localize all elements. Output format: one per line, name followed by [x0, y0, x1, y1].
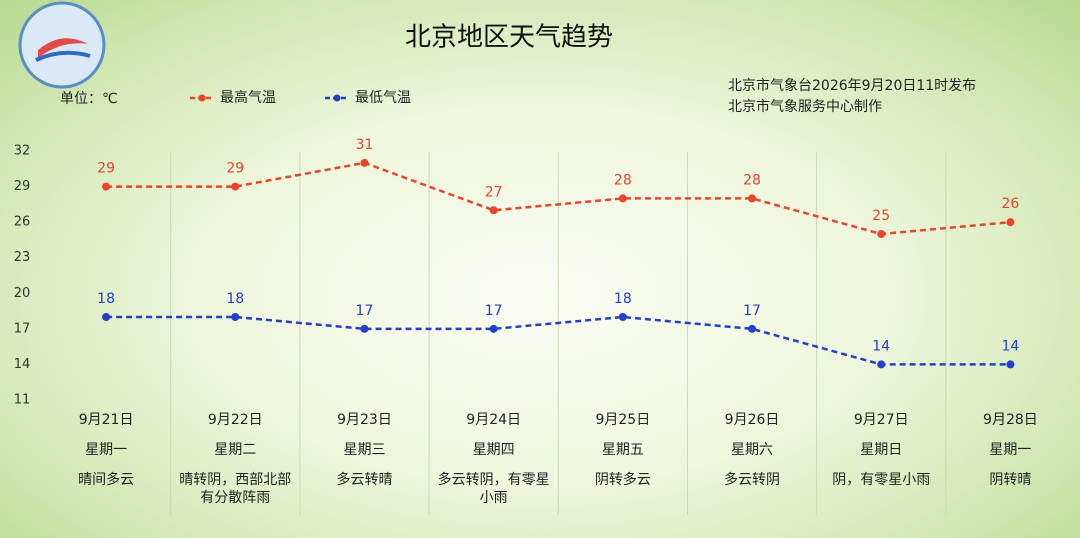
- data-point: [489, 324, 498, 333]
- weather: 阴转晴: [989, 472, 1032, 488]
- data-label: 28: [743, 172, 761, 188]
- data-label: 28: [614, 172, 632, 188]
- x-tick-label: 9月22日: [207, 412, 263, 428]
- y-tick-label: 23: [14, 250, 31, 265]
- data-point: [618, 313, 627, 321]
- note: 北京市气象服务中心制作: [728, 98, 882, 115]
- y-tick-label: 11: [14, 393, 31, 408]
- data-point: [1006, 218, 1015, 227]
- data-label: 31: [356, 137, 374, 153]
- data-label: 29: [97, 161, 115, 177]
- y-tick-label: 20: [14, 286, 31, 301]
- weather: 阴转多云: [594, 472, 651, 488]
- data-point: [102, 182, 111, 191]
- data-point: [1006, 360, 1015, 369]
- weekday: 星期四: [472, 442, 515, 458]
- data-point: [360, 158, 369, 167]
- logo-shape: [35, 50, 91, 62]
- data-point: [877, 230, 886, 238]
- weekday: 星期一: [989, 442, 1032, 458]
- data-label: 29: [226, 161, 244, 177]
- x-tick-label: 9月23日: [337, 412, 392, 428]
- data-point: [360, 324, 369, 333]
- data-label: 18: [226, 291, 244, 307]
- legend-label: 最低气温: [355, 90, 411, 106]
- x-tick-label: 9月27日: [853, 412, 909, 428]
- data-label: 17: [485, 303, 503, 319]
- weekday: 星期五: [601, 442, 644, 458]
- x-tick-label: 9月28日: [983, 412, 1038, 428]
- legend-marker: [198, 94, 206, 102]
- data-label: 26: [1001, 196, 1019, 212]
- series-line: [106, 315, 1011, 366]
- legend-label: 最高气温: [220, 89, 276, 106]
- weather: 多云转阴，有零星小雨: [437, 472, 550, 506]
- y-tick-label: 14: [14, 357, 31, 372]
- data-point: [748, 324, 757, 333]
- data-point: [231, 182, 240, 191]
- data-point: [489, 206, 498, 215]
- data-label: 14: [872, 338, 890, 354]
- x-tick-label: 9月21日: [78, 412, 134, 428]
- data-point: [102, 313, 111, 321]
- weather: 晴间多云: [78, 472, 135, 488]
- data-label: 25: [872, 208, 890, 224]
- weather: 多云转阴: [724, 472, 781, 488]
- data-point: [748, 194, 757, 203]
- weather: 多云转晴: [336, 472, 393, 488]
- note: 北京市气象台2026年9月20日11时发布: [728, 77, 976, 94]
- data-label: 17: [743, 303, 761, 319]
- data-point: [231, 313, 240, 321]
- data-label: 18: [614, 291, 632, 307]
- weekday: 星期一: [85, 442, 128, 458]
- weather: 阴，有零星小雨: [832, 472, 931, 488]
- unit-label: 单位：℃: [60, 91, 118, 107]
- data-label: 17: [356, 303, 374, 319]
- y-tick-label: 29: [14, 179, 31, 194]
- data-point: [877, 360, 886, 369]
- weekday: 星期日: [860, 442, 903, 458]
- weekday: 星期二: [214, 442, 257, 458]
- weekday: 星期三: [343, 442, 386, 458]
- x-tick-label: 9月24日: [466, 412, 522, 428]
- logo-shape: [38, 38, 88, 58]
- y-tick-label: 17: [14, 321, 31, 336]
- legend-marker: [333, 94, 341, 102]
- x-tick-label: 9月25日: [595, 412, 651, 428]
- data-label: 14: [1001, 338, 1019, 354]
- chart-title: 北京地区天气趋势: [405, 23, 613, 53]
- y-tick-label: 26: [14, 215, 31, 230]
- data-label: 18: [97, 291, 115, 307]
- weekday: 星期六: [731, 442, 774, 458]
- y-tick-label: 32: [14, 144, 31, 159]
- data-point: [618, 194, 627, 203]
- series-line: [106, 161, 1011, 236]
- weather: 晴转阴，西部北部有分散阵雨: [179, 472, 292, 506]
- data-label: 27: [485, 184, 503, 200]
- x-tick-label: 9月26日: [724, 412, 780, 428]
